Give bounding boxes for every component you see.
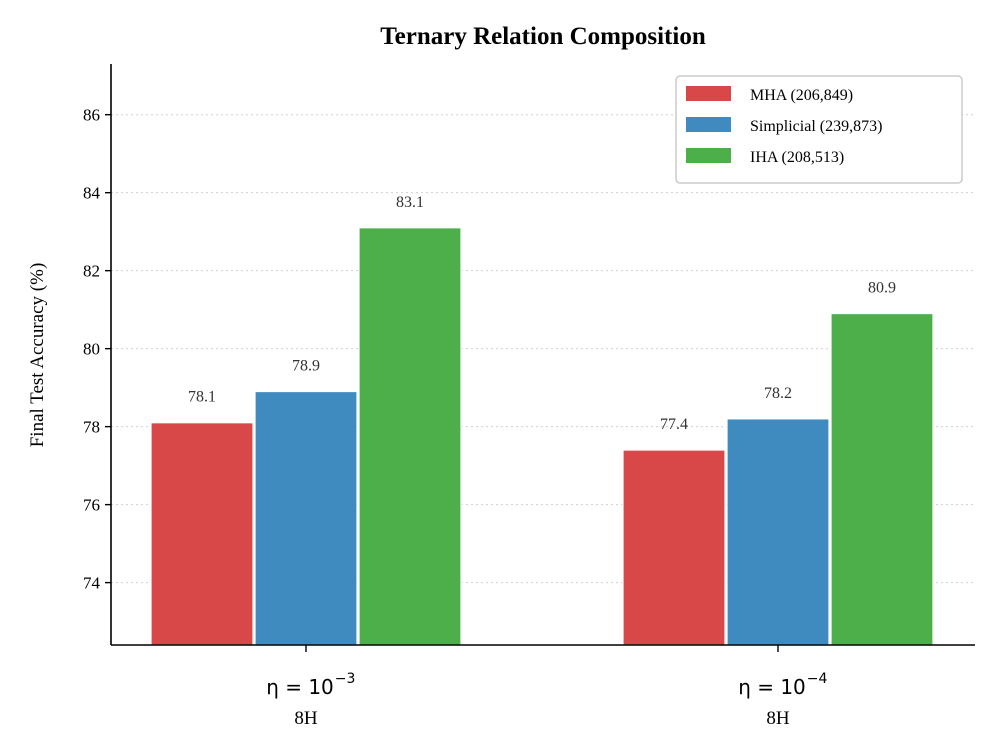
y-ticks: 74 76 78 80 82 84 86	[83, 106, 111, 593]
x-tick-label: η = 10	[266, 675, 334, 699]
legend-swatch	[686, 86, 731, 101]
x-tick-exponent: −4	[807, 671, 828, 687]
bar-iha	[358, 227, 462, 646]
data-label: 78.2	[764, 385, 792, 402]
legend-entry: MHA (206,849)	[750, 87, 853, 104]
bar-iha	[830, 312, 934, 646]
legend-swatch	[686, 117, 731, 132]
y-tick-label: 84	[83, 184, 101, 203]
data-label: 80.9	[868, 280, 896, 297]
bar-simplicial	[254, 390, 358, 646]
x-tick-sublabel: 8H	[294, 708, 318, 729]
bar-simplicial	[726, 418, 830, 646]
data-label: 83.1	[396, 194, 424, 211]
y-tick-label: 80	[83, 340, 100, 359]
y-tick-label: 82	[83, 262, 100, 281]
x-tick-exponent: −3	[335, 671, 356, 687]
y-tick-label: 76	[83, 496, 100, 515]
bars	[150, 227, 934, 646]
data-label: 78.1	[188, 389, 216, 406]
x-tick-label: η = 10	[738, 675, 806, 699]
legend-entry: Simplicial (239,873)	[750, 118, 882, 135]
x-tick-sublabel: 8H	[766, 708, 790, 729]
y-tick-label: 78	[83, 418, 100, 437]
legend-entry: IHA (208,513)	[750, 149, 844, 166]
bar-mha	[150, 422, 254, 646]
y-tick-label: 74	[83, 574, 101, 593]
legend: MHA (206,849) Simplicial (239,873) IHA (20…	[675, 75, 963, 184]
bar-mha	[622, 449, 726, 646]
data-label: 78.9	[292, 358, 320, 375]
y-tick-label: 86	[83, 106, 100, 125]
axes	[110, 64, 975, 646]
data-label: 77.4	[660, 416, 688, 433]
legend-swatch	[686, 148, 731, 163]
y-axis-label: Final Test Accuracy (%)	[27, 263, 48, 448]
legend-box	[675, 75, 963, 184]
data-labels: 78.1 77.4 78.9 78.2 83.1 80.9	[188, 194, 896, 433]
chart-title: Ternary Relation Composition	[380, 23, 706, 50]
